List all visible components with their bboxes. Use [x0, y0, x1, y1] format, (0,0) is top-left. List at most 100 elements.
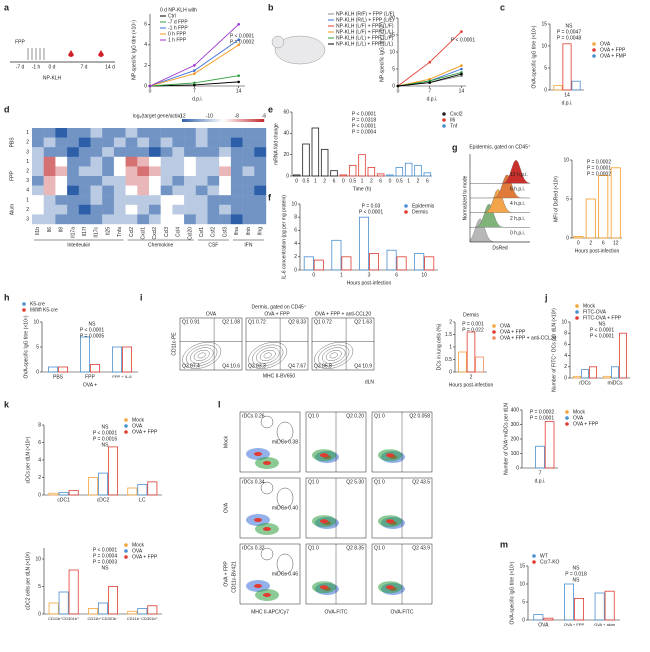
- colorbar-step: [231, 119, 235, 122]
- heatmap-cell: [113, 128, 126, 138]
- gate-label: Q2 5.30: [346, 479, 364, 485]
- y-tick-label: 6: [38, 440, 41, 446]
- legend-swatch: [492, 330, 496, 334]
- heatmap-cell: [195, 185, 208, 196]
- bar: [571, 80, 581, 91]
- schematic-label: NP-KLH: [43, 75, 62, 81]
- heatmap-cell: [219, 185, 232, 196]
- legend-label: Il6fl/fl K5-cre: [30, 307, 58, 313]
- contour: [263, 352, 272, 359]
- row-label: 4 h.p.i.: [510, 201, 525, 207]
- bar: [331, 239, 342, 271]
- heatmap-cell: [149, 128, 161, 138]
- heatmap-cell: [90, 195, 103, 205]
- x-axis-label: OVA-FITC: [325, 609, 348, 615]
- legend-label: Tnf: [450, 123, 458, 129]
- heatmap-cell: [230, 166, 243, 177]
- x-axis-label: MHC II-BV650: [263, 373, 295, 379]
- row-label: Mock: [223, 436, 229, 448]
- heatmap-cell: [102, 156, 115, 167]
- heatmap-cell: [254, 147, 267, 157]
- contour: [314, 342, 354, 369]
- colorbar-tick: -10: [206, 113, 213, 119]
- bar: [48, 602, 59, 615]
- colorbar-step: [225, 119, 229, 122]
- heatmap-cell: [78, 137, 91, 148]
- x-axis-label: d.p.i.: [192, 96, 203, 102]
- heatmap-cell: [43, 204, 56, 215]
- panel-letter: e: [268, 104, 273, 114]
- legend-label: OVA: [600, 41, 611, 47]
- bar: [544, 421, 555, 469]
- legend-label: 1 h FPP: [168, 37, 187, 43]
- gate-label: Q4 7.67: [288, 363, 306, 369]
- bar: [594, 592, 605, 621]
- legend-label: Mock: [573, 409, 585, 415]
- point: [193, 81, 196, 85]
- y-tick-label: 10: [389, 49, 395, 55]
- legend-swatch: [492, 324, 496, 328]
- panel-letter: j: [544, 292, 548, 302]
- y-axis-label: NP-specific IgG titre (×10⁵): [131, 20, 137, 80]
- point: [460, 72, 463, 76]
- heatmap-cell: [43, 176, 56, 186]
- y-tick-label: 10: [35, 556, 41, 562]
- bar: [80, 336, 91, 373]
- heatmap-cell: [78, 147, 91, 157]
- contour: [256, 347, 280, 364]
- y-tick-label: 0: [392, 83, 395, 89]
- bar: [88, 477, 99, 496]
- bar: [573, 375, 582, 379]
- point: [460, 64, 463, 67]
- x-tick-label: 0: [149, 88, 152, 94]
- density-core: [254, 584, 262, 588]
- heatmap-cell: [184, 195, 196, 205]
- heatmap-cell: [160, 195, 173, 205]
- bar: [589, 366, 598, 379]
- heatmap-cell: [102, 214, 115, 225]
- x-axis-label: Hours post-infection: [575, 248, 620, 254]
- heatmap-cell: [219, 195, 232, 205]
- heatmap-cell: [230, 185, 243, 196]
- bar: [598, 175, 609, 239]
- heatmap-cell: [160, 204, 173, 215]
- annotation: P < 0.0001: [590, 327, 614, 333]
- heatmap-cell: [160, 147, 173, 157]
- heatmap-cell: [242, 147, 255, 157]
- colorbar-step: [239, 119, 243, 122]
- annotation: NS: [102, 424, 110, 430]
- plot-title: OVA + FPP + anti-CCL20: [315, 311, 371, 317]
- bar: [68, 569, 79, 615]
- x-tick-label: 2: [470, 374, 473, 380]
- bar: [303, 256, 314, 271]
- heatmap-cell: [55, 185, 68, 196]
- bar: [58, 491, 69, 496]
- gate-label: Q2 1.63: [354, 319, 372, 325]
- heatmap-cell: [125, 137, 138, 148]
- colorbar-step: [203, 119, 207, 122]
- colorbar-step: [195, 119, 199, 122]
- row-label: 1: [26, 130, 29, 136]
- annotation: NS: [573, 577, 581, 583]
- legend-swatch: [575, 304, 579, 308]
- heatmap-cell: [184, 204, 196, 215]
- bar: [137, 608, 148, 615]
- y-tick-label: 6: [294, 228, 297, 234]
- row-label: 2: [26, 140, 29, 146]
- heatmap-cell: [207, 128, 220, 138]
- heatmap-cell: [90, 176, 103, 186]
- heatmap-cell: [55, 128, 68, 138]
- y-tick-label: 8: [38, 422, 41, 428]
- gate-label: Q2 43.5: [412, 479, 430, 485]
- legend-label: OVA + FPP: [573, 421, 599, 427]
- legend-label: Mock: [132, 542, 144, 548]
- column-group-label: IFN: [244, 242, 252, 248]
- heatmap-cell: [113, 147, 126, 157]
- heatmap-cell: [149, 137, 161, 148]
- y-axis-label: Number of OVA⁺miDCs per dLN: [503, 403, 509, 475]
- bar: [475, 356, 484, 373]
- heatmap-cell: [184, 214, 196, 225]
- gate-label: Q1 0: [374, 545, 385, 551]
- flow-plot: [239, 411, 301, 473]
- heatmap-cell: [78, 214, 91, 225]
